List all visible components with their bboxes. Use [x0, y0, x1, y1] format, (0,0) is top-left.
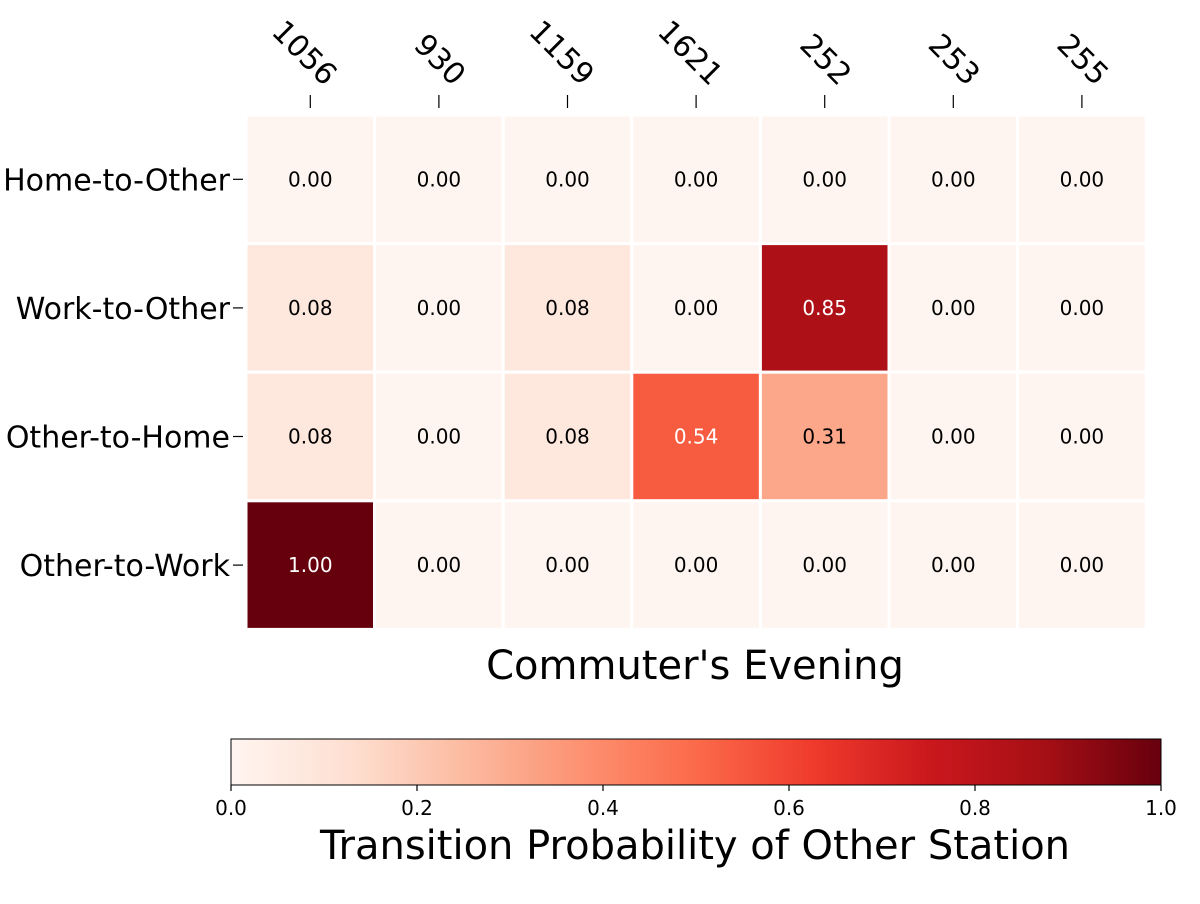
heatmap-cell-other-to-work-1056 [244, 499, 377, 631]
cell-value-label: 0.00 [674, 553, 719, 577]
cell-value-label: 0.08 [288, 296, 333, 320]
colorbar-tick-label: 0.0 [215, 796, 247, 820]
cell-value-label: 0.00 [417, 296, 462, 320]
cell-value-label: 0.00 [931, 553, 976, 577]
x-tick-label: 1056 [265, 14, 344, 93]
y-tick-label: Work-to-Other [16, 292, 231, 327]
cell-value-label: 0.00 [288, 167, 333, 191]
cell-value-label: 0.00 [802, 553, 847, 577]
x-tick-label: 252 [793, 27, 858, 92]
heatmap-cell-other-to-home-253 [887, 370, 1020, 503]
colorbar-tick-label: 0.8 [959, 796, 991, 820]
y-tick-label: Home-to-Other [3, 163, 231, 198]
colorbar-frame [230, 738, 1162, 786]
cell-value-label: 0.08 [288, 425, 333, 449]
cell-value-label: 0.00 [1060, 296, 1105, 320]
heatmap-cell-home-to-other-255 [1016, 113, 1148, 246]
cell-value-label: 0.54 [674, 425, 719, 449]
heatmap-cell-other-to-home-1056 [244, 370, 377, 503]
cell-value-label: 0.00 [417, 167, 462, 191]
heatmap-cell-other-to-work-253 [887, 499, 1020, 631]
chart-title: Commuter's Evening [486, 643, 904, 689]
colorbar-label: Transition Probability of Other Station [319, 823, 1070, 869]
colorbar-gradient [231, 739, 1161, 785]
y-tick-label: Other-to-Home [6, 421, 230, 456]
heatmap-cell-home-to-other-1056 [244, 113, 377, 246]
heatmap-cell-home-to-other-1621 [630, 113, 762, 246]
colorbar-ticks: 0.0 0.2 0.4 0.6 0.8 1.0 [215, 785, 1177, 820]
cell-value-label: 0.00 [545, 167, 590, 191]
y-tick-label: Other-to-Work [20, 549, 231, 584]
x-tick-label: 930 [407, 27, 472, 92]
heatmap-cell-work-to-other-1159 [501, 242, 634, 374]
cell-value-label: 0.00 [545, 553, 590, 577]
cell-value-label: 0.00 [1060, 425, 1105, 449]
heatmap-cell-home-to-other-930 [373, 113, 505, 246]
cell-value-label: 0.00 [674, 296, 719, 320]
cell-value-label: 0.00 [802, 167, 847, 191]
x-tick-label: 1621 [650, 14, 729, 93]
cell-value-label: 0.00 [674, 167, 719, 191]
heatmap-cell-other-to-home-1159 [501, 370, 634, 503]
cell-value-label: 0.00 [931, 167, 976, 191]
cell-value-label: 1.00 [288, 553, 333, 577]
cell-value-label: 0.31 [802, 425, 847, 449]
x-tick-label: 1159 [522, 14, 601, 93]
cell-value-label: 0.00 [417, 553, 462, 577]
colorbar: 0.0 0.2 0.4 0.6 0.8 1.0 Transition Probabilit… [215, 738, 1177, 869]
heatmap-cell-other-to-work-255 [1016, 499, 1148, 631]
heatmap-cell-other-to-home-252 [758, 370, 891, 503]
x-tick-label: 255 [1050, 27, 1115, 92]
heatmap-cell-other-to-work-1159 [501, 499, 634, 631]
cell-value-label: 0.00 [1060, 167, 1105, 191]
heatmap-cell-other-to-work-1621 [630, 499, 762, 631]
colorbar-tick-label: 0.6 [773, 796, 805, 820]
cell-value-label: 0.00 [931, 425, 976, 449]
heatmap-cell-work-to-other-252 [758, 242, 891, 374]
x-axis-ticks: 1056 930 1159 1621 252 253 255 [265, 14, 1115, 108]
colorbar-tick-label: 1.0 [1145, 796, 1177, 820]
x-tick-label: 253 [921, 27, 986, 92]
heatmap-cell-home-to-other-252 [758, 113, 891, 246]
heatmap-cell-other-to-home-930 [373, 370, 505, 503]
heatmap-cell-other-to-home-255 [1016, 370, 1148, 503]
cell-value-label: 0.00 [1060, 553, 1105, 577]
cell-value-label: 0.00 [417, 425, 462, 449]
heatmap-cell-work-to-other-930 [373, 242, 505, 374]
cell-value-label: 0.85 [802, 296, 847, 320]
heatmap-cell-home-to-other-253 [887, 113, 1020, 246]
heatmap-cell-other-to-work-252 [758, 499, 891, 631]
colorbar-tick-label: 0.4 [587, 796, 619, 820]
colorbar-tick-label: 0.2 [401, 796, 433, 820]
heatmap-cell-work-to-other-255 [1016, 242, 1148, 374]
cell-value-label: 0.08 [545, 425, 590, 449]
heatmap-cells [244, 113, 1148, 631]
heatmap-cell-labels: 0.00 0.00 0.00 0.00 0.00 0.00 0.00 0.08 0.00 0.08… [288, 167, 1104, 577]
y-axis-ticks: Home-to-Other Work-to-Other Other-to-Home O… [3, 163, 243, 584]
heatmap-cell-other-to-work-930 [373, 499, 505, 631]
heatmap-cell-work-to-other-253 [887, 242, 1020, 374]
cell-value-label: 0.00 [931, 296, 976, 320]
heatmap-cell-work-to-other-1621 [630, 242, 762, 374]
cell-value-label: 0.08 [545, 296, 590, 320]
